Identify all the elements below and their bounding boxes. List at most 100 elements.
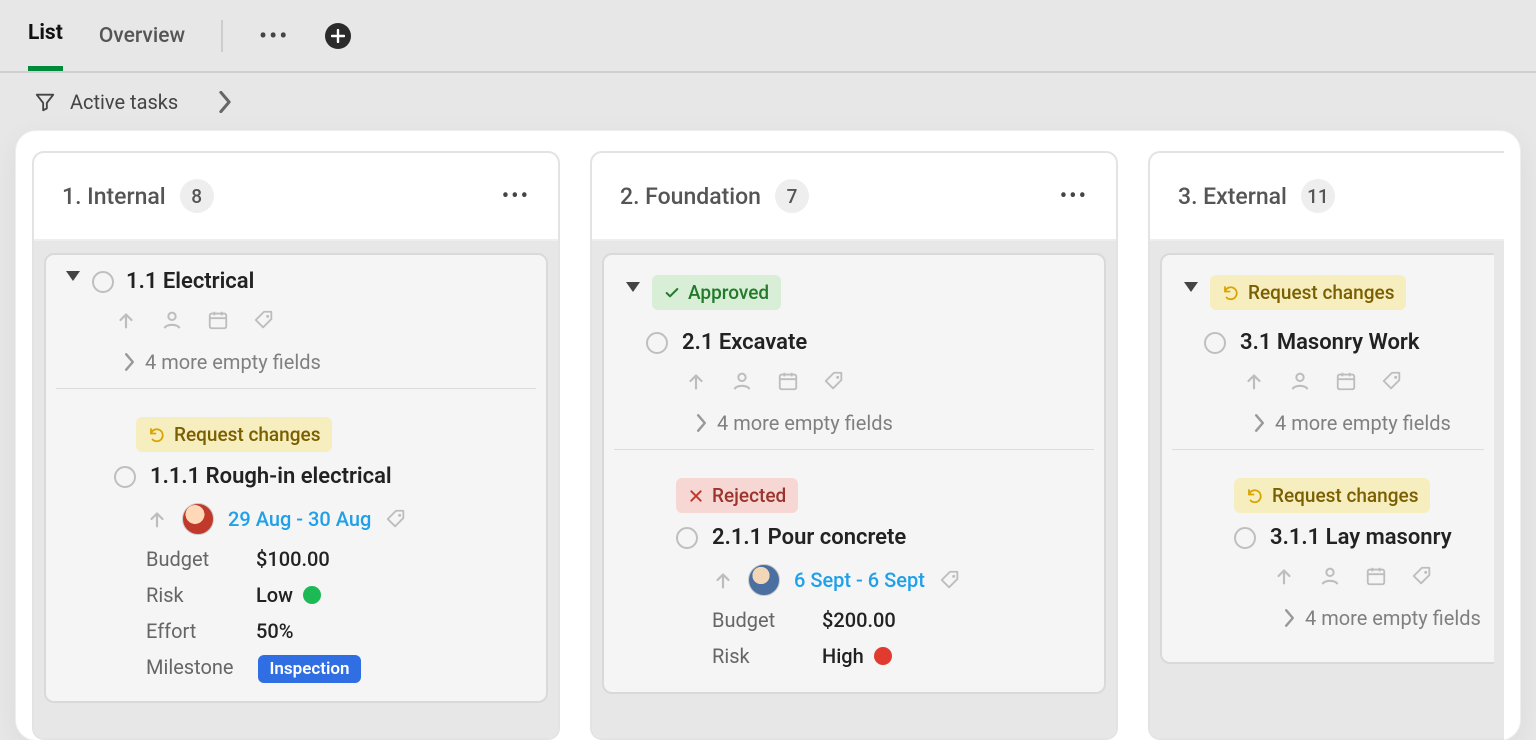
more-empty-fields[interactable]: 4 more empty fields <box>1172 598 1484 644</box>
tag-icon[interactable] <box>1380 369 1404 393</box>
column-foundation: 2. Foundation 7 ••• Approved <box>590 151 1118 740</box>
subtask-meta-row: 6 Sept - 6 Sept <box>604 554 1104 602</box>
collapse-icon[interactable] <box>626 282 640 292</box>
tag-icon[interactable] <box>385 508 407 530</box>
collapse-icon[interactable] <box>66 271 80 281</box>
undo-icon <box>148 426 166 444</box>
status-badge-request-changes[interactable]: Request changes <box>1234 478 1430 513</box>
status-badge-request-changes[interactable]: Request changes <box>1210 275 1406 310</box>
task-title: 1.1 Electrical <box>126 269 254 294</box>
column-more-icon[interactable]: ••• <box>502 184 530 209</box>
chevron-right-icon <box>696 414 707 432</box>
field-label: Milestone <box>146 655 234 683</box>
more-empty-fields[interactable]: 4 more empty fields <box>56 342 536 389</box>
task-meta-icons <box>1162 554 1494 598</box>
tag-icon[interactable] <box>1410 564 1434 588</box>
tabs-more-icon[interactable]: ••• <box>259 22 289 50</box>
more-fields-label: 4 more empty fields <box>145 350 321 374</box>
task-status-circle[interactable] <box>114 466 136 488</box>
board-columns: 1. Internal 8 ••• 1.1 Electrical <box>16 131 1520 740</box>
divider <box>221 20 223 52</box>
field-effort: Effort 50% <box>46 613 546 649</box>
filter-label[interactable]: Active tasks <box>70 90 178 114</box>
collapse-icon[interactable] <box>1184 282 1198 292</box>
field-risk: Risk Low <box>46 577 546 613</box>
more-fields-label: 4 more empty fields <box>1305 606 1481 630</box>
assignee-icon[interactable] <box>160 308 184 332</box>
column-external: 3. External 11 Request changes 3 <box>1148 151 1504 740</box>
column-title: 3. External <box>1178 183 1287 210</box>
undo-icon <box>1222 284 1240 302</box>
chevron-right-icon <box>1254 414 1265 432</box>
task-dates[interactable]: 29 Aug - 30 Aug <box>228 507 371 531</box>
task-row[interactable]: 2.1 Excavate <box>604 318 1104 359</box>
more-empty-fields[interactable]: 4 more empty fields <box>614 403 1094 450</box>
tab-overview[interactable]: Overview <box>99 0 185 71</box>
tag-icon[interactable] <box>939 569 961 591</box>
add-tab-button[interactable] <box>325 23 351 49</box>
field-value: $200.00 <box>822 608 896 632</box>
task-status-circle[interactable] <box>646 332 668 354</box>
milestone-chip[interactable]: Inspection <box>258 655 362 683</box>
chevron-right-icon[interactable] <box>218 91 232 113</box>
field-label: Budget <box>146 547 232 571</box>
field-value: Low <box>256 583 321 607</box>
subtask-row[interactable]: 2.1.1 Pour concrete <box>604 513 1104 554</box>
tag-icon[interactable] <box>252 308 276 332</box>
status-badge-rejected[interactable]: Rejected <box>676 478 798 513</box>
task-row-head: Approved <box>604 265 1104 318</box>
assignee-icon[interactable] <box>1288 369 1312 393</box>
priority-icon[interactable] <box>1272 564 1296 588</box>
boards-wrap: 1. Internal 8 ••• 1.1 Electrical <box>16 131 1520 740</box>
task-row[interactable]: 1.1 Electrical <box>46 265 546 298</box>
more-empty-fields[interactable]: 4 more empty fields <box>1172 403 1484 450</box>
column-header: 3. External 11 <box>1150 153 1504 241</box>
column-more-icon[interactable]: ••• <box>1060 184 1088 209</box>
plus-icon <box>331 29 345 43</box>
field-label: Effort <box>146 619 232 643</box>
tag-icon[interactable] <box>822 369 846 393</box>
subtask-row[interactable]: 1.1.1 Rough-in electrical <box>46 452 546 493</box>
calendar-icon[interactable] <box>206 308 230 332</box>
task-status-circle[interactable] <box>1234 527 1256 549</box>
priority-icon[interactable] <box>712 569 734 591</box>
subtask-row[interactable]: 3.1.1 Lay masonry <box>1162 513 1494 554</box>
task-card[interactable]: 1.1 Electrical 4 more empty fields <box>44 253 548 703</box>
avatar[interactable] <box>182 503 214 535</box>
task-card[interactable]: Approved 2.1 Excavate <box>602 253 1106 694</box>
subtask-title: 3.1.1 Lay masonry <box>1270 525 1452 550</box>
funnel-icon <box>34 91 56 113</box>
badge-label: Rejected <box>712 484 786 507</box>
task-row[interactable]: 3.1 Masonry Work <box>1162 318 1494 359</box>
task-dates[interactable]: 6 Sept - 6 Sept <box>794 568 925 592</box>
field-value: High <box>822 644 892 668</box>
field-value: $100.00 <box>256 547 330 571</box>
assignee-icon[interactable] <box>1318 564 1342 588</box>
assignee-icon[interactable] <box>730 369 754 393</box>
priority-icon[interactable] <box>114 308 138 332</box>
chevron-right-icon <box>1284 609 1295 627</box>
avatar[interactable] <box>748 564 780 596</box>
task-status-circle[interactable] <box>676 527 698 549</box>
field-label: Budget <box>712 608 798 632</box>
priority-icon[interactable] <box>1242 369 1266 393</box>
calendar-icon[interactable] <box>1334 369 1358 393</box>
task-status-circle[interactable] <box>92 271 114 293</box>
calendar-icon[interactable] <box>1364 564 1388 588</box>
priority-icon[interactable] <box>684 369 708 393</box>
status-badge-approved[interactable]: Approved <box>652 275 781 310</box>
task-meta-icons <box>46 298 546 342</box>
subtask-meta-row: 29 Aug - 30 Aug <box>46 493 546 541</box>
tab-list[interactable]: List <box>28 0 63 71</box>
task-card[interactable]: Request changes 3.1 Masonry Work <box>1160 253 1494 664</box>
column-count-badge: 11 <box>1301 179 1335 213</box>
column-title: 1. Internal <box>62 183 166 210</box>
filter-bar: Active tasks <box>0 73 1536 131</box>
task-meta-icons <box>604 359 1104 403</box>
calendar-icon[interactable] <box>776 369 800 393</box>
badge-label: Request changes <box>1248 281 1394 304</box>
priority-icon[interactable] <box>146 508 168 530</box>
status-badge-request-changes[interactable]: Request changes <box>136 417 332 452</box>
task-status-circle[interactable] <box>1204 332 1226 354</box>
field-label: Risk <box>146 583 232 607</box>
